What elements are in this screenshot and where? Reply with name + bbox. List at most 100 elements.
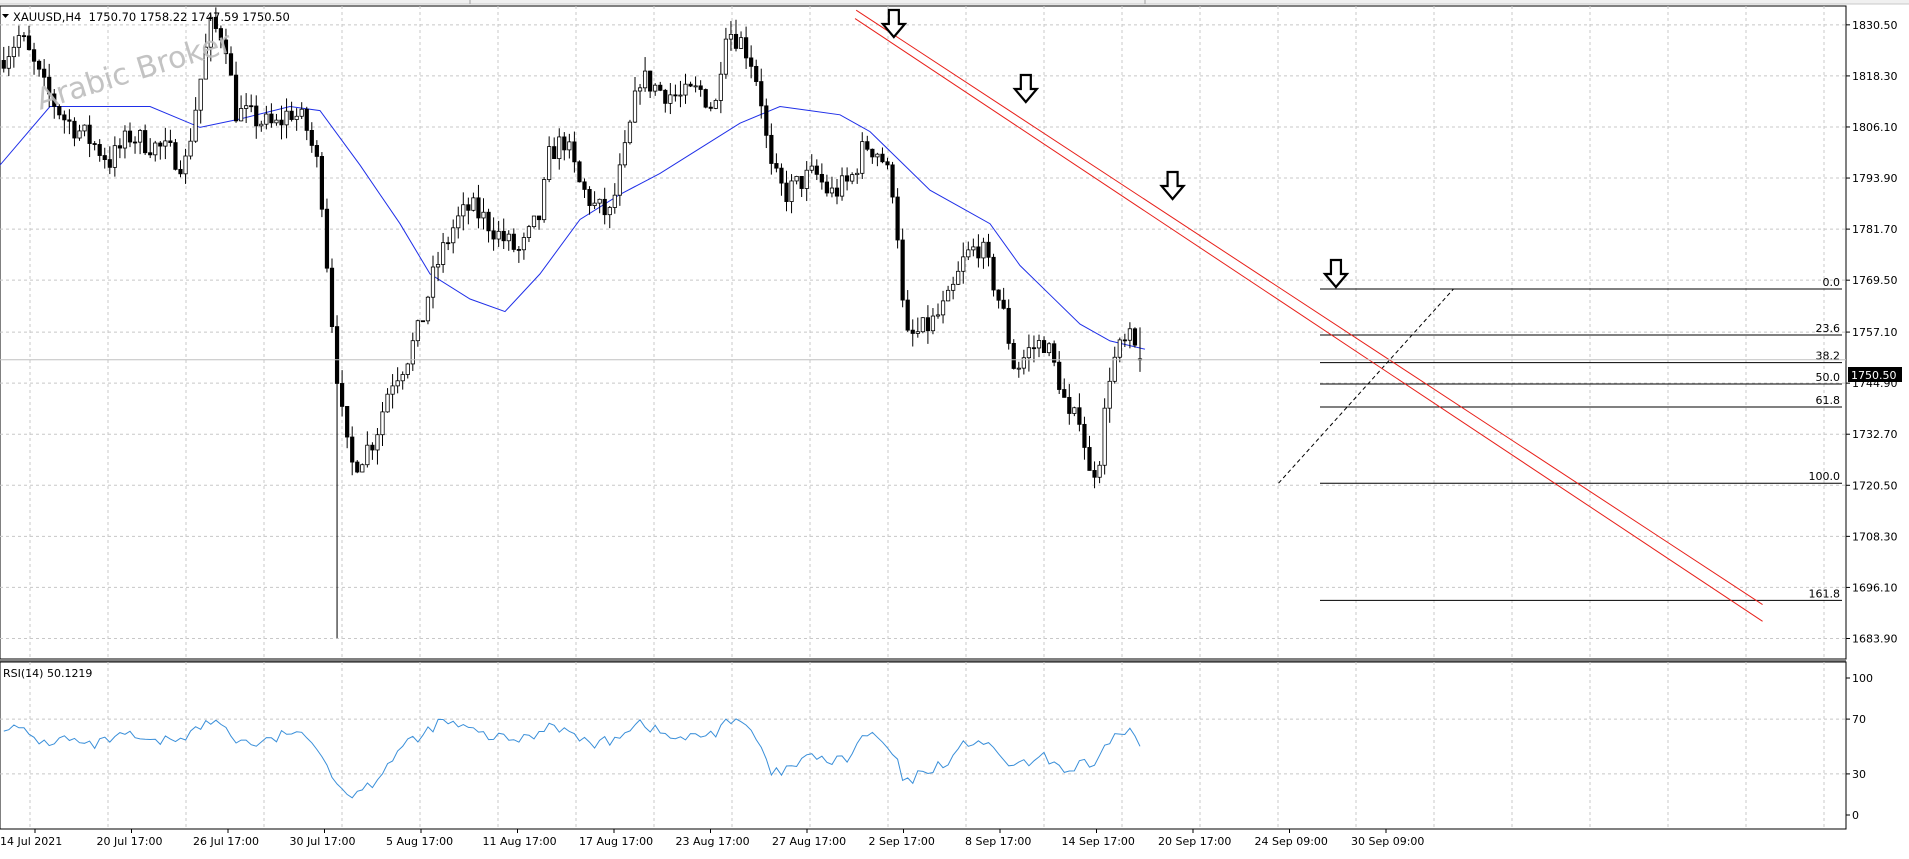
time-tick-label: 17 Aug 17:00	[579, 835, 653, 848]
candle-body	[1047, 343, 1052, 354]
candle-body	[976, 246, 981, 259]
candle	[345, 406, 350, 449]
candle-body	[77, 130, 82, 139]
candle	[87, 115, 92, 158]
rsi-pane[interactable]	[0, 661, 1847, 830]
candle	[1036, 334, 1042, 358]
candle	[1062, 378, 1067, 398]
price-tick-label: 1757.10	[1852, 326, 1898, 339]
candle	[925, 305, 931, 344]
candle-body	[733, 33, 739, 49]
candle-body	[97, 144, 102, 156]
pane-separator[interactable]	[0, 659, 1846, 662]
candle-body	[430, 266, 436, 298]
trend-line	[855, 9, 1763, 606]
candle	[834, 179, 840, 205]
candle-body	[1077, 407, 1082, 425]
candle-body	[678, 94, 683, 97]
candle-body	[249, 105, 254, 108]
candle	[1087, 435, 1092, 471]
candle-body	[996, 289, 1001, 301]
candle-body	[309, 130, 314, 146]
candle-body	[476, 197, 481, 219]
candle-body	[1117, 339, 1122, 358]
candle	[703, 88, 708, 109]
candle	[143, 124, 148, 155]
candle	[1132, 327, 1138, 348]
candle-body	[890, 164, 895, 198]
candle	[819, 163, 824, 190]
price-tick-label: 1683.90	[1852, 632, 1898, 645]
down-arrow-icon	[880, 8, 908, 39]
candle-body	[577, 161, 582, 183]
candle-body	[1112, 356, 1117, 382]
candle-body	[37, 60, 42, 70]
time-tick-label: 30 Jul 17:00	[290, 835, 356, 848]
dropdown-arrow-icon[interactable]	[2, 14, 9, 18]
candle	[683, 73, 688, 104]
candle	[885, 157, 890, 170]
candle	[839, 167, 845, 201]
candle-body	[415, 320, 420, 342]
candle-body	[900, 239, 905, 301]
candle-body	[481, 211, 486, 219]
candle-body	[829, 187, 835, 194]
candle-body	[375, 434, 380, 451]
candle-body	[754, 65, 759, 82]
candle	[57, 104, 62, 120]
candle-body	[905, 299, 910, 331]
candle-body	[198, 78, 203, 111]
candle	[153, 140, 158, 162]
price-tick-label: 1769.50	[1852, 274, 1898, 287]
candle	[1112, 346, 1117, 384]
price-tick-label: 1732.70	[1852, 428, 1898, 441]
candle-body	[486, 211, 491, 232]
time-axis[interactable]: 14 Jul 2021 20 Jul 17:00 26 Jul 17:00 30 Ju…	[0, 829, 1424, 848]
candle	[37, 59, 42, 77]
candle-body	[612, 194, 617, 208]
candle-body	[117, 145, 122, 149]
moving-average-line	[0, 105, 1146, 350]
candle-body	[1102, 407, 1107, 466]
candle-body	[804, 169, 809, 189]
candle-body	[223, 39, 229, 55]
candle	[279, 105, 284, 140]
candle	[850, 172, 855, 185]
candle-body	[137, 130, 143, 143]
candle	[622, 130, 628, 168]
candle-body	[259, 123, 264, 127]
candle	[754, 59, 759, 86]
fib-diagonal	[1278, 288, 1454, 484]
candle-body	[653, 84, 658, 92]
candle-body	[360, 464, 365, 473]
candle	[976, 234, 981, 268]
candle-body	[723, 38, 729, 75]
candle	[930, 308, 936, 335]
candle-body	[228, 53, 234, 76]
rsi-axis[interactable]: 100 70 30 0	[1846, 672, 1873, 822]
candle	[637, 83, 643, 105]
candle-body	[587, 189, 592, 206]
trend-channel	[854, 9, 1763, 622]
candle	[259, 120, 264, 132]
candle	[16, 25, 22, 57]
candle	[254, 95, 259, 139]
candle	[961, 242, 966, 284]
candle	[744, 26, 749, 69]
candle	[536, 215, 542, 230]
candle	[900, 228, 905, 308]
candle-body	[915, 331, 920, 334]
candle-body	[203, 46, 208, 80]
candle-body	[87, 124, 92, 144]
candle	[1006, 299, 1011, 350]
candle-body	[683, 83, 688, 96]
candle	[385, 388, 390, 413]
candle	[350, 426, 355, 476]
candle	[516, 246, 521, 263]
candle	[365, 431, 370, 468]
candle-body	[112, 145, 117, 168]
price-axis[interactable]: 1830.50 1818.30 1806.10 1793.90 1781.70 1769.…	[1846, 19, 1898, 646]
candle-body	[188, 140, 193, 157]
candle-body	[390, 385, 395, 395]
down-arrow-icon	[1012, 73, 1040, 104]
